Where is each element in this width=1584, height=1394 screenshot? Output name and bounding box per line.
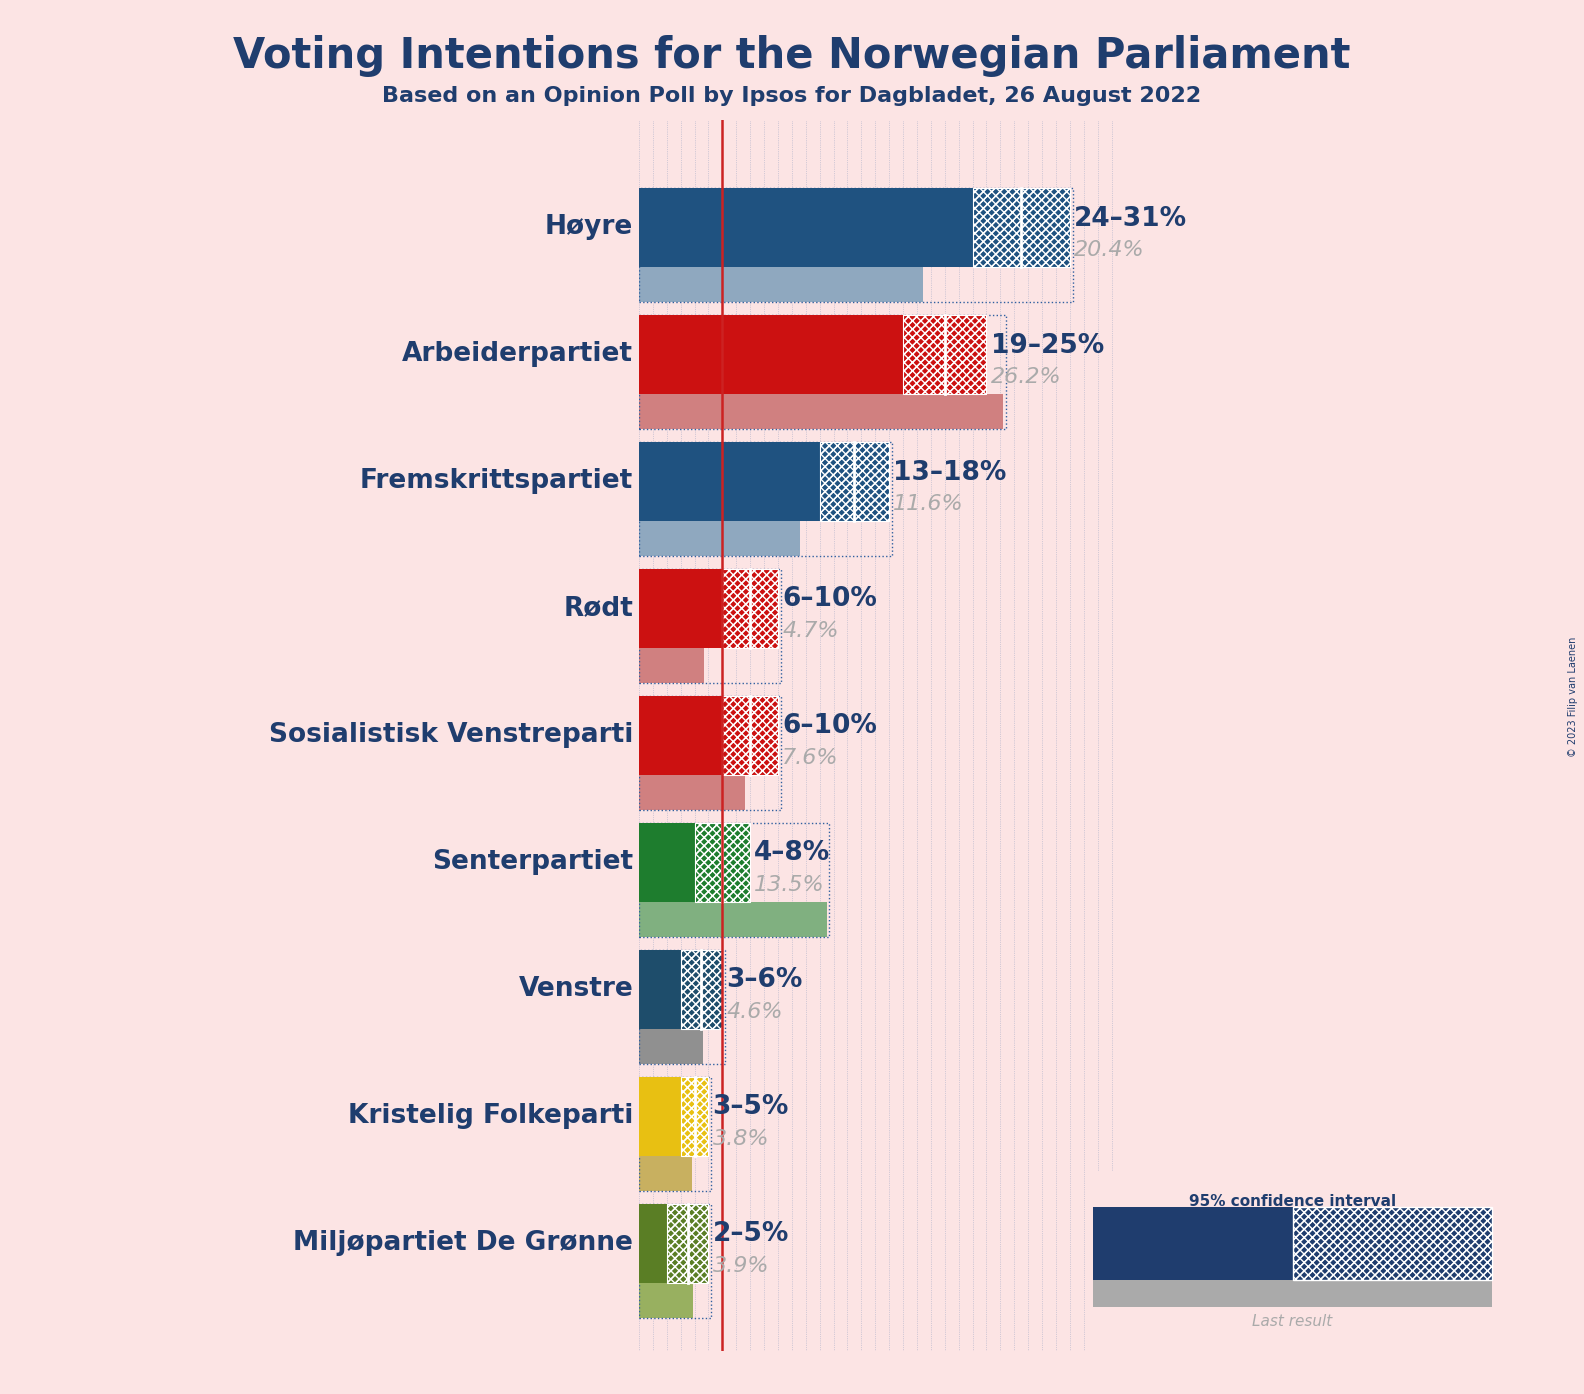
Bar bbox=[638, 648, 705, 683]
Bar bbox=[694, 822, 751, 902]
Text: Kristelig Folkeparti: Kristelig Folkeparti bbox=[348, 1103, 634, 1129]
Bar bbox=[722, 696, 778, 775]
Text: Sosialistisk Venstreparti: Sosialistisk Venstreparti bbox=[269, 722, 634, 749]
Text: 13.5%: 13.5% bbox=[754, 875, 825, 895]
Bar bbox=[638, 521, 800, 556]
Bar bbox=[638, 266, 922, 302]
Bar bbox=[638, 442, 892, 556]
Text: Høyre: Høyre bbox=[545, 215, 634, 241]
Bar bbox=[681, 1078, 708, 1156]
Bar bbox=[638, 902, 827, 937]
Text: 20.4%: 20.4% bbox=[1074, 240, 1145, 261]
Bar bbox=[903, 315, 987, 393]
Text: 26.2%: 26.2% bbox=[990, 367, 1061, 388]
Bar bbox=[819, 442, 889, 521]
Bar bbox=[667, 1204, 708, 1282]
Text: Miljøpartiet De Grønne: Miljøpartiet De Grønne bbox=[293, 1230, 634, 1256]
Bar bbox=[667, 1204, 708, 1282]
Bar bbox=[638, 1204, 667, 1282]
Bar bbox=[1293, 1207, 1492, 1280]
Text: 3–5%: 3–5% bbox=[713, 1094, 789, 1121]
Bar bbox=[681, 949, 722, 1029]
Bar bbox=[638, 569, 781, 683]
Text: Arbeiderpartiet: Arbeiderpartiet bbox=[402, 342, 634, 368]
Bar bbox=[819, 442, 889, 521]
Bar bbox=[638, 1204, 711, 1317]
Text: 6–10%: 6–10% bbox=[782, 714, 878, 739]
Bar bbox=[638, 775, 744, 810]
Bar bbox=[638, 1078, 681, 1156]
Bar bbox=[638, 188, 973, 266]
Bar bbox=[681, 949, 722, 1029]
Bar bbox=[638, 696, 781, 810]
Bar bbox=[973, 188, 1069, 266]
Text: Rødt: Rødt bbox=[564, 595, 634, 622]
Bar bbox=[638, 822, 694, 902]
Text: 4.7%: 4.7% bbox=[782, 622, 838, 641]
Bar bbox=[667, 1204, 708, 1282]
Text: 7.6%: 7.6% bbox=[782, 749, 838, 768]
Bar bbox=[638, 1029, 703, 1064]
Text: Senterpartiet: Senterpartiet bbox=[432, 849, 634, 875]
Text: 3.8%: 3.8% bbox=[713, 1129, 770, 1149]
Bar bbox=[819, 442, 889, 521]
Bar bbox=[722, 696, 778, 775]
Text: 4.6%: 4.6% bbox=[727, 1002, 782, 1022]
Bar bbox=[903, 315, 987, 393]
Text: Last result: Last result bbox=[1253, 1315, 1332, 1328]
Bar bbox=[638, 188, 1072, 302]
Text: 13–18%: 13–18% bbox=[893, 460, 1007, 485]
Bar bbox=[694, 822, 751, 902]
Text: 11.6%: 11.6% bbox=[893, 495, 965, 514]
Text: Based on an Opinion Poll by Ipsos for Dagbladet, 26 August 2022: Based on an Opinion Poll by Ipsos for Da… bbox=[382, 86, 1202, 106]
Text: 24–31%: 24–31% bbox=[1074, 205, 1186, 231]
Bar bbox=[722, 569, 778, 648]
Bar bbox=[681, 949, 722, 1029]
Bar bbox=[694, 822, 751, 902]
Bar bbox=[638, 315, 903, 393]
Bar bbox=[638, 442, 819, 521]
Text: Venstre: Venstre bbox=[518, 976, 634, 1002]
Text: 4–8%: 4–8% bbox=[754, 841, 830, 867]
Bar bbox=[638, 822, 830, 937]
Bar bbox=[973, 188, 1069, 266]
Bar bbox=[681, 1078, 708, 1156]
Text: 6–10%: 6–10% bbox=[782, 587, 878, 612]
Bar bbox=[722, 569, 778, 648]
Bar bbox=[722, 569, 778, 648]
Text: 2–5%: 2–5% bbox=[713, 1221, 789, 1248]
Bar bbox=[638, 569, 722, 648]
Bar bbox=[638, 1156, 692, 1190]
Bar bbox=[638, 696, 722, 775]
Bar bbox=[681, 1078, 708, 1156]
Text: Fremskrittspartiet: Fremskrittspartiet bbox=[360, 468, 634, 495]
Text: 19–25%: 19–25% bbox=[990, 333, 1104, 358]
Bar bbox=[903, 315, 987, 393]
Bar bbox=[638, 949, 681, 1029]
Bar bbox=[1093, 1280, 1492, 1308]
Text: 3–6%: 3–6% bbox=[727, 967, 803, 994]
Bar bbox=[638, 393, 1003, 429]
Text: 95% confidence interval
with median: 95% confidence interval with median bbox=[1190, 1193, 1396, 1225]
Bar bbox=[1093, 1207, 1293, 1280]
Bar bbox=[638, 1282, 694, 1317]
Bar bbox=[638, 315, 1006, 429]
Bar bbox=[638, 1078, 711, 1190]
Text: Voting Intentions for the Norwegian Parliament: Voting Intentions for the Norwegian Parl… bbox=[233, 35, 1351, 77]
Bar bbox=[722, 696, 778, 775]
Bar bbox=[1293, 1207, 1492, 1280]
Text: © 2023 Filip van Laenen: © 2023 Filip van Laenen bbox=[1568, 637, 1578, 757]
Bar bbox=[973, 188, 1069, 266]
Bar bbox=[638, 949, 725, 1064]
Text: 3.9%: 3.9% bbox=[713, 1256, 770, 1276]
